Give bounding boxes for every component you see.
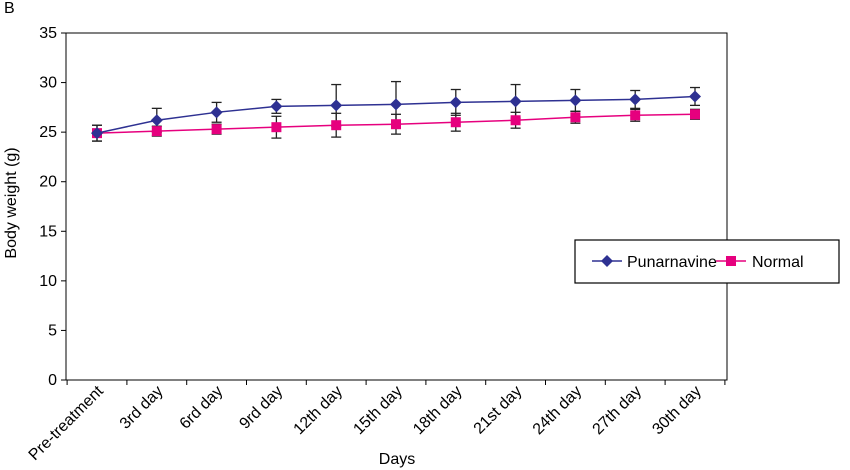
x-tick-label: 24th day: [530, 383, 585, 438]
point-normal: [271, 122, 282, 133]
point-punarnavine: [270, 100, 283, 113]
x-tick-label: 18th day: [410, 383, 465, 438]
y-tick-label: 25: [39, 124, 57, 141]
y-tick-label: 20: [39, 174, 57, 191]
x-tick-label: 12th day: [291, 383, 346, 438]
point-normal: [450, 117, 461, 128]
error-bars: [92, 80, 700, 142]
point-punarnavine: [509, 95, 522, 108]
x-tick-label: Pre-treatment: [26, 382, 108, 464]
legend-label-punarnavine: Punarnavine: [627, 254, 717, 271]
point-punarnavine: [390, 98, 402, 111]
x-axis: Pre-treatment 3rd day 6rd day 9rd day 12th d…: [26, 380, 726, 464]
y-axis: 0 5 10 15 20 25 30 35: [39, 25, 728, 389]
panel-label: B: [4, 0, 15, 17]
point-normal: [630, 110, 641, 121]
point-normal: [690, 109, 700, 120]
y-tick-label: 30: [39, 75, 57, 92]
point-punarnavine: [569, 94, 582, 107]
point-normal: [391, 119, 401, 130]
point-punarnavine: [449, 96, 462, 109]
point-punarnavine: [330, 99, 343, 112]
point-punarnavine: [210, 106, 223, 119]
legend: Punarnavine Normal: [574, 239, 840, 284]
point-punarnavine: [629, 93, 642, 106]
point-punarnavine: [150, 114, 163, 127]
plot-frame: [65, 32, 728, 381]
x-tick-label: 9rd day: [236, 383, 286, 433]
point-normal: [151, 126, 162, 137]
y-axis-title: Body weight (g): [3, 147, 20, 258]
x-tick-label: 21st day: [471, 383, 526, 438]
legend-marker-punarnavine: [601, 255, 613, 267]
point-normal: [331, 120, 342, 131]
legend-label-normal: Normal: [752, 254, 804, 271]
x-tick-label: 30th day: [649, 383, 704, 438]
legend-marker-normal: [726, 256, 736, 266]
y-tick-label: 5: [48, 322, 57, 339]
point-punarnavine: [91, 127, 103, 140]
x-axis-title: Days: [379, 451, 415, 468]
y-tick-label: 35: [39, 25, 57, 42]
y-tick-label: 0: [48, 372, 57, 389]
y-tick-label: 10: [39, 273, 57, 290]
point-punarnavine: [689, 90, 701, 103]
x-tick-label: 3rd day: [117, 383, 167, 433]
point-normal: [570, 112, 581, 123]
point-normal: [211, 124, 222, 135]
y-tick-label: 15: [39, 223, 57, 240]
x-tick-label: 27th day: [590, 383, 645, 438]
x-tick-label: 6rd day: [177, 383, 227, 433]
series-lines: [91, 90, 701, 140]
x-tick-label: 15th day: [350, 383, 405, 438]
point-normal: [510, 115, 521, 126]
